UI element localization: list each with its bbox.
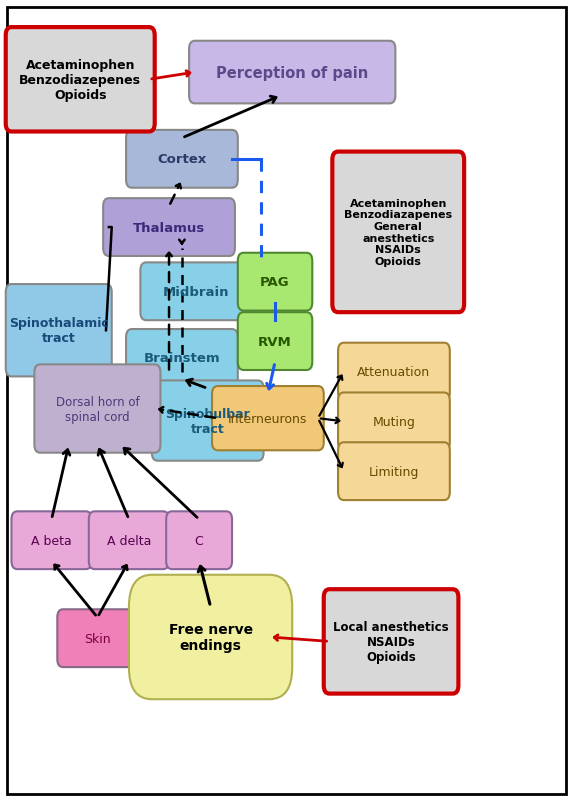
FancyBboxPatch shape — [34, 365, 160, 453]
FancyBboxPatch shape — [238, 313, 312, 371]
Text: Acetaminophen
Benzodiazepenes
Opioids: Acetaminophen Benzodiazepenes Opioids — [19, 59, 141, 102]
Text: Muting: Muting — [372, 415, 415, 428]
Text: Local anesthetics
NSAIDs
Opioids: Local anesthetics NSAIDs Opioids — [333, 620, 449, 663]
FancyBboxPatch shape — [140, 263, 252, 321]
Text: C: C — [195, 534, 203, 547]
FancyBboxPatch shape — [212, 387, 324, 451]
Text: Skin: Skin — [84, 632, 111, 645]
Text: Midbrain: Midbrain — [163, 286, 230, 298]
FancyBboxPatch shape — [126, 131, 238, 188]
Text: Brainstem: Brainstem — [144, 352, 220, 365]
FancyBboxPatch shape — [126, 330, 238, 387]
FancyBboxPatch shape — [6, 28, 155, 132]
Text: Spinothalamic
tract: Spinothalamic tract — [9, 317, 109, 345]
FancyBboxPatch shape — [129, 575, 292, 699]
FancyBboxPatch shape — [332, 152, 464, 313]
Text: Cortex: Cortex — [158, 153, 206, 166]
Text: A delta: A delta — [107, 534, 151, 547]
FancyBboxPatch shape — [338, 393, 450, 451]
FancyBboxPatch shape — [6, 285, 112, 377]
FancyBboxPatch shape — [338, 343, 450, 401]
FancyBboxPatch shape — [324, 589, 458, 694]
Text: RVM: RVM — [258, 335, 292, 348]
Text: A beta: A beta — [31, 534, 72, 547]
FancyBboxPatch shape — [11, 512, 92, 569]
FancyBboxPatch shape — [189, 42, 395, 104]
Text: Dorsal horn of
spinal cord: Dorsal horn of spinal cord — [56, 395, 139, 423]
Text: Free nerve
endings: Free nerve endings — [168, 622, 253, 652]
FancyBboxPatch shape — [152, 381, 264, 461]
Text: Limiting: Limiting — [369, 465, 419, 478]
FancyBboxPatch shape — [338, 443, 450, 500]
Text: Spinobulbar
tract: Spinobulbar tract — [166, 407, 250, 435]
FancyBboxPatch shape — [103, 199, 235, 257]
Text: Interneurons: Interneurons — [228, 412, 308, 425]
FancyBboxPatch shape — [166, 512, 232, 569]
Text: PAG: PAG — [260, 276, 290, 289]
Text: Thalamus: Thalamus — [133, 221, 205, 234]
Text: Attenuation: Attenuation — [358, 366, 430, 379]
FancyBboxPatch shape — [89, 512, 169, 569]
Text: Acetaminophen
Benzodiazapenes
General
anesthetics
NSAIDs
Opioids: Acetaminophen Benzodiazapenes General an… — [344, 199, 452, 266]
Text: Perception of pain: Perception of pain — [216, 66, 368, 80]
FancyBboxPatch shape — [238, 253, 312, 311]
FancyBboxPatch shape — [57, 610, 138, 667]
